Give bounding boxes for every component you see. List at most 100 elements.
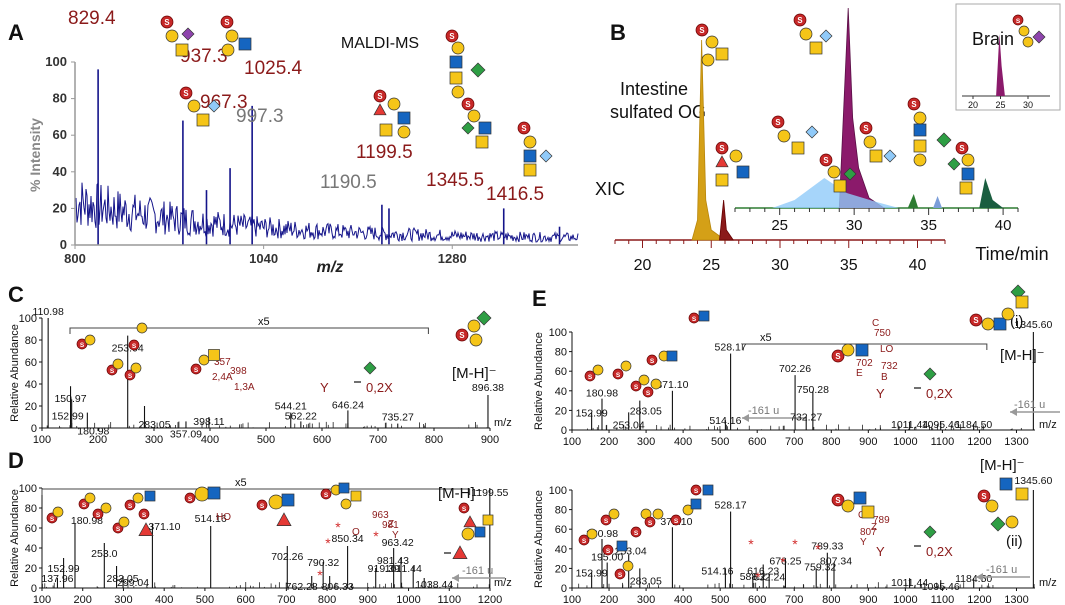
y-axis-label: % Intensity bbox=[27, 118, 43, 192]
peak-label-1095.46: 1095.46 bbox=[922, 581, 960, 593]
fucose-icon bbox=[276, 512, 292, 526]
x-tick-label: 400 bbox=[201, 434, 219, 446]
glcnac-icon bbox=[238, 37, 252, 51]
sulfate-s-glyph: S bbox=[324, 492, 329, 499]
galactose-icon bbox=[827, 165, 841, 179]
sulfate-icon bbox=[977, 489, 991, 503]
galactose-icon bbox=[461, 527, 475, 541]
galactose-icon bbox=[84, 492, 96, 504]
sulfate-icon bbox=[771, 115, 785, 129]
glcnac-icon bbox=[616, 540, 628, 552]
sulfated-peak-lightblue bbox=[933, 196, 943, 208]
fragment-x: 0,2X bbox=[366, 380, 393, 395]
peak-label-789.33: 789.33 bbox=[811, 541, 843, 553]
galnac-icon bbox=[449, 71, 463, 85]
intestine-peak-2 bbox=[719, 199, 735, 241]
galactose-icon bbox=[863, 135, 877, 149]
galnac-icon bbox=[715, 47, 729, 61]
inner-tick-label: 35 bbox=[920, 217, 937, 234]
sulfate-icon bbox=[630, 526, 642, 538]
glcnac-icon bbox=[855, 343, 869, 357]
galactose-icon bbox=[397, 125, 411, 139]
x-tick-label: 800 bbox=[822, 594, 840, 605]
peak-label-371.10: 371.10 bbox=[148, 521, 180, 533]
cleavage-annotation: B bbox=[881, 372, 888, 383]
sulfate-s-glyph: S bbox=[110, 368, 115, 375]
x-tick-label: 1200 bbox=[967, 436, 991, 448]
kdn-icon bbox=[805, 125, 819, 139]
peak-label-371.10: 371.10 bbox=[656, 379, 688, 391]
galnac-icon bbox=[1015, 487, 1029, 501]
peak-label-110.98: 110.98 bbox=[32, 306, 63, 318]
galactose-icon bbox=[705, 35, 719, 49]
peak-label-806.33: 806.33 bbox=[322, 581, 354, 593]
galactose-icon bbox=[1018, 25, 1030, 37]
asterisk-marker: * bbox=[317, 567, 323, 583]
peak-label-152.99: 152.99 bbox=[576, 407, 608, 419]
inner-tick-label: 30 bbox=[846, 217, 863, 234]
y-tick-label: 60 bbox=[25, 523, 37, 535]
peak-label-1416.5: 1416.5 bbox=[486, 184, 544, 205]
galactose-icon bbox=[132, 492, 144, 504]
peak-label-1011.44: 1011.44 bbox=[891, 577, 928, 589]
glcnac-icon bbox=[698, 310, 710, 322]
peak-label-790.32: 790.32 bbox=[307, 557, 339, 569]
glcnac-icon bbox=[736, 165, 750, 179]
sulfate-icon bbox=[715, 141, 729, 155]
fucose-icon bbox=[373, 103, 387, 116]
asterisk-marker: * bbox=[335, 519, 341, 535]
glcnac-icon bbox=[338, 482, 350, 494]
y-tick-label: 40 bbox=[53, 164, 67, 179]
fragment-x: 0,2X bbox=[926, 544, 953, 559]
galactose-icon bbox=[100, 502, 112, 514]
glcnac-icon bbox=[961, 167, 975, 181]
peak-label-676.25: 676.25 bbox=[769, 556, 801, 568]
galactose-icon bbox=[467, 109, 481, 123]
peak-label-357.09: 357.09 bbox=[170, 428, 202, 440]
galactose-icon bbox=[799, 27, 813, 41]
asterisk-marker: * bbox=[373, 528, 379, 544]
sulfate-icon bbox=[184, 492, 196, 504]
galactose-icon bbox=[608, 508, 620, 520]
peak-label-152.99: 152.99 bbox=[48, 563, 80, 575]
y-tick-label: 20 bbox=[555, 563, 567, 575]
x-tick-label: 300 bbox=[114, 594, 132, 605]
galactose-icon bbox=[467, 319, 481, 333]
zoom-label: x5 bbox=[235, 477, 247, 489]
x-tick-label: 1000 bbox=[893, 594, 917, 605]
outer-tick-label: 20 bbox=[634, 257, 652, 274]
sulfate-s-glyph: S bbox=[973, 316, 978, 325]
y-tick-label: 20 bbox=[25, 563, 37, 575]
sulfate-icon bbox=[455, 328, 469, 342]
sulfate-icon bbox=[955, 141, 969, 155]
x-tick-label: 700 bbox=[785, 436, 803, 448]
peak-label-283.05: 283.05 bbox=[630, 575, 662, 587]
x-axis-label: m/z bbox=[494, 417, 512, 429]
y-tick-label: 20 bbox=[555, 405, 567, 417]
y-tick-label: 100 bbox=[19, 313, 37, 325]
sulfate-s-glyph: S bbox=[132, 343, 137, 350]
peak-label-514.16: 514.16 bbox=[701, 565, 733, 577]
sulfate-s-glyph: S bbox=[1016, 18, 1021, 25]
cleavage-annotation: 981 bbox=[382, 520, 399, 531]
galactose-icon bbox=[650, 378, 662, 390]
galactose-icon bbox=[165, 29, 179, 43]
peak-label-514.16: 514.16 bbox=[195, 513, 227, 525]
hex-icon bbox=[476, 310, 492, 326]
x-tick-label: 900 bbox=[859, 436, 877, 448]
sulfated-peak-blue bbox=[772, 178, 899, 208]
cleavage-annotation: 807 bbox=[860, 527, 877, 538]
neu5ac-icon bbox=[181, 27, 195, 41]
sulfate-s-glyph: S bbox=[194, 367, 199, 374]
asterisk-marker: * bbox=[325, 535, 331, 551]
cleavage-annotation: O bbox=[352, 527, 360, 538]
peak-label-850.34: 850.34 bbox=[332, 533, 364, 545]
y-tick-label: 100 bbox=[549, 327, 567, 339]
glcnac-icon bbox=[690, 498, 702, 510]
panel-letter-b: B bbox=[610, 20, 626, 45]
sulfate-s-glyph: S bbox=[377, 92, 382, 101]
peak-label-1345.60: 1345.60 bbox=[1014, 319, 1052, 331]
galnac-icon bbox=[809, 41, 823, 55]
galactose-icon bbox=[841, 499, 855, 513]
